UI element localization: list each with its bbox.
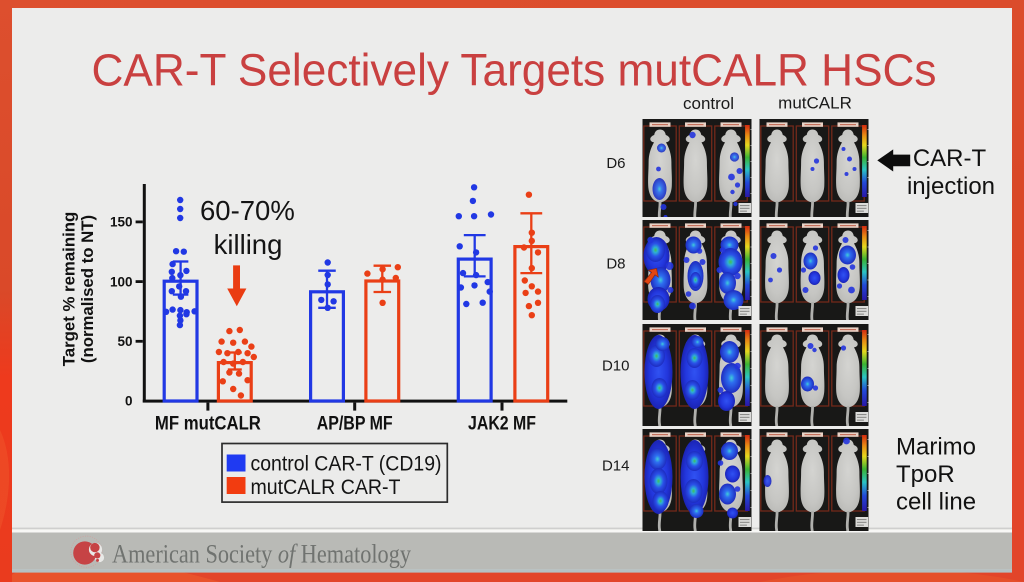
svg-text:(normalised to NT): (normalised to NT) (78, 215, 97, 363)
svg-text:TpoR: TpoR (896, 461, 955, 488)
svg-text:150: 150 (110, 215, 133, 230)
svg-text:injection: injection (907, 173, 995, 200)
svg-text:mutCALR: mutCALR (778, 94, 852, 113)
svg-text:CAR-T: CAR-T (913, 145, 987, 172)
svg-text:American Society of Hematology: American Society of Hematology (112, 540, 411, 569)
svg-text:100: 100 (110, 274, 133, 289)
svg-text:D6: D6 (606, 155, 625, 172)
svg-text:killing: killing (214, 229, 283, 260)
svg-text:Target % remaining: Target % remaining (60, 212, 79, 366)
svg-text:control: control (683, 94, 734, 113)
svg-text:JAK2 MF: JAK2 MF (468, 414, 536, 435)
svg-text:D8: D8 (606, 256, 625, 273)
svg-text:50: 50 (117, 334, 132, 349)
svg-text:AP/BP MF: AP/BP MF (317, 414, 393, 435)
svg-text:CAR-T Selectively Targets mutC: CAR-T Selectively Targets mutCALR HSCs (92, 45, 937, 96)
svg-text:mutCALR CAR-T: mutCALR CAR-T (251, 474, 401, 499)
svg-text:D14: D14 (602, 458, 630, 475)
svg-text:control CAR-T (CD19): control CAR-T (CD19) (251, 450, 442, 475)
svg-text:60-70%: 60-70% (200, 195, 295, 226)
svg-text:cell line: cell line (896, 489, 976, 516)
svg-text:Marimo: Marimo (896, 433, 976, 460)
svg-text:D10: D10 (602, 358, 630, 375)
svg-text:0: 0 (125, 394, 133, 409)
svg-text:MF mutCALR: MF mutCALR (155, 414, 261, 435)
